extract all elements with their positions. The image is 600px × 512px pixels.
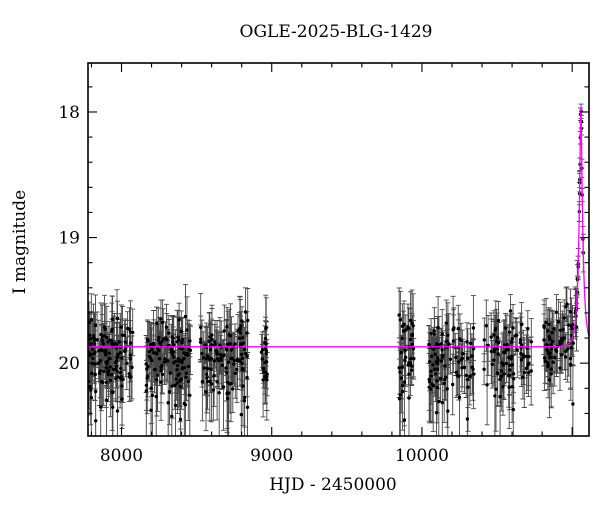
x-tick-label: 9000 (250, 446, 293, 466)
x-axis-label: HJD - 2450000 (269, 475, 397, 495)
microlensing-model-curve (88, 107, 589, 348)
error-bars (88, 103, 586, 436)
data-points-layer (88, 103, 586, 436)
x-tick-label: 8000 (100, 446, 143, 466)
model-curve-layer (88, 107, 589, 348)
y-tick-label: 20 (58, 354, 80, 374)
y-axis-label: I magnitude (10, 190, 30, 294)
axes-frame-layer: 8000 9000 10000 18 19 20 (58, 62, 590, 466)
y-tick-label: 18 (58, 103, 80, 123)
y-tick-label: 19 (58, 229, 80, 249)
x-tick-label: 10000 (395, 446, 449, 466)
plot-title: OGLE-2025-BLG-1429 (240, 22, 433, 42)
